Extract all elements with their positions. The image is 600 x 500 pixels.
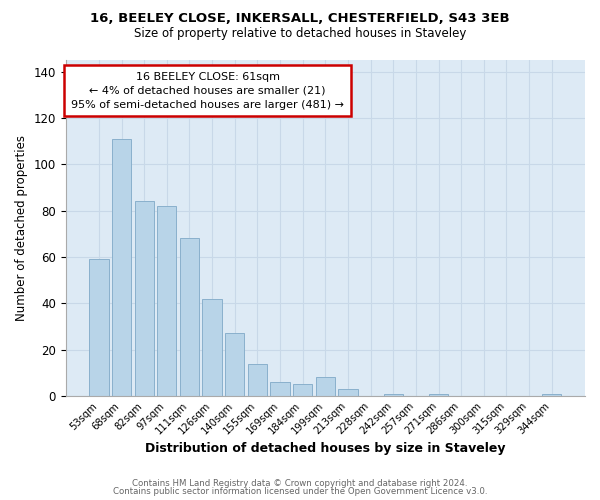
Bar (338, 389, 358, 396)
Text: Size of property relative to detached houses in Staveley: Size of property relative to detached ho… (134, 28, 466, 40)
Bar (316, 378, 335, 396)
Bar (429, 394, 448, 396)
Bar (134, 202, 154, 396)
Text: 16, BEELEY CLOSE, INKERSALL, CHESTERFIELD, S43 3EB: 16, BEELEY CLOSE, INKERSALL, CHESTERFIEL… (90, 12, 510, 26)
Bar (542, 394, 562, 396)
Bar (89, 260, 109, 396)
Y-axis label: Number of detached properties: Number of detached properties (15, 135, 28, 321)
Text: Contains public sector information licensed under the Open Government Licence v3: Contains public sector information licen… (113, 487, 487, 496)
Bar (383, 394, 403, 396)
Text: Contains HM Land Registry data © Crown copyright and database right 2024.: Contains HM Land Registry data © Crown c… (132, 478, 468, 488)
Text: 16 BEELEY CLOSE: 61sqm
← 4% of detached houses are smaller (21)
95% of semi-deta: 16 BEELEY CLOSE: 61sqm ← 4% of detached … (71, 72, 344, 110)
Bar (271, 382, 290, 396)
Bar (112, 139, 131, 396)
Bar (225, 334, 244, 396)
Bar (157, 206, 176, 396)
Bar (180, 238, 199, 396)
Bar (293, 384, 313, 396)
Bar (202, 298, 222, 396)
Bar (248, 364, 267, 396)
X-axis label: Distribution of detached houses by size in Staveley: Distribution of detached houses by size … (145, 442, 506, 455)
